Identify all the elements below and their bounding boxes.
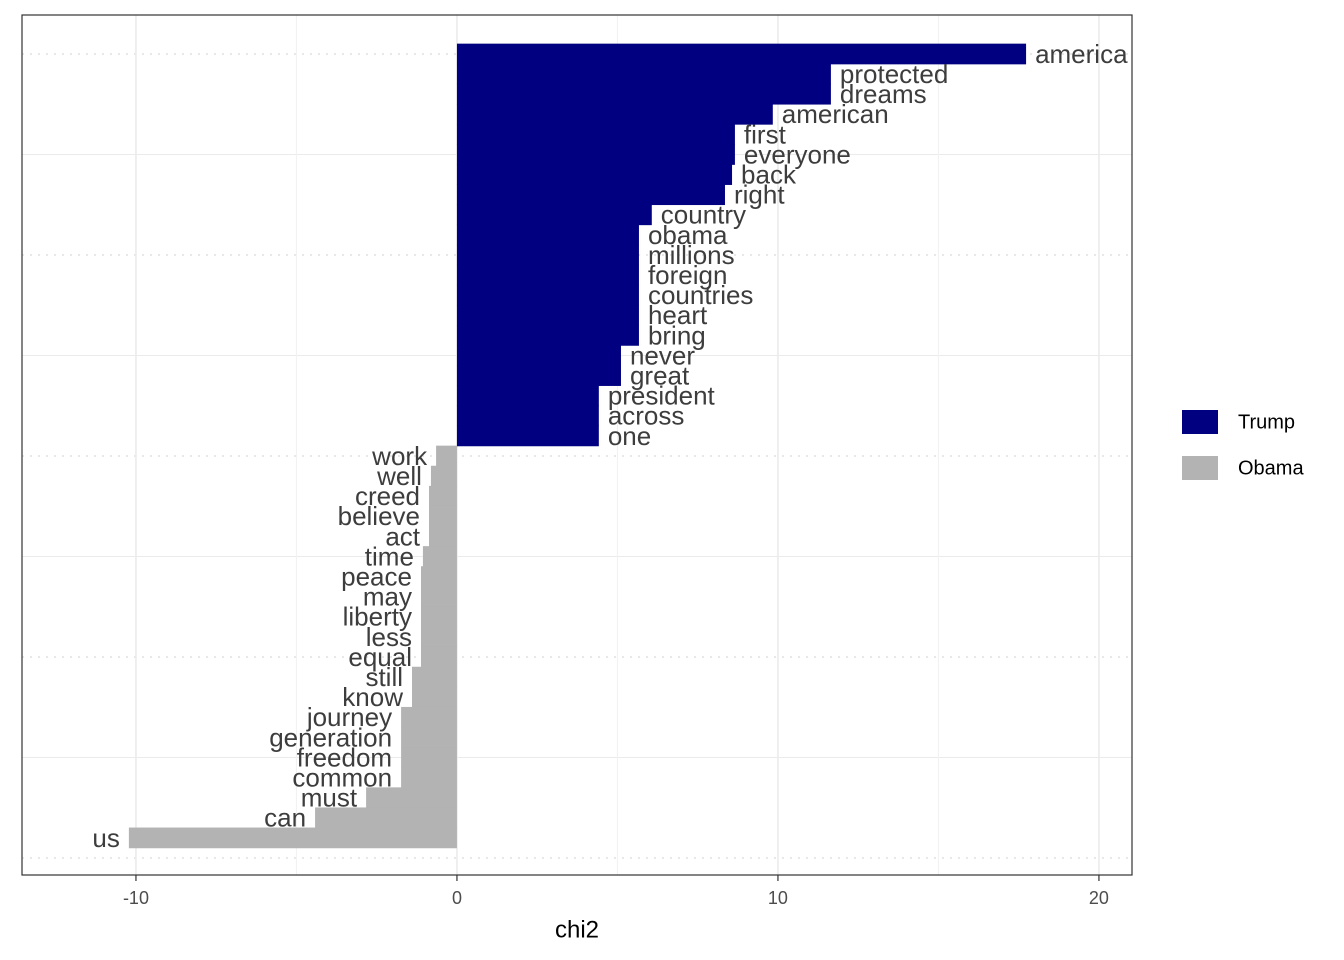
bar [401, 767, 457, 788]
word-label: bring [648, 320, 706, 350]
bar [430, 465, 457, 487]
bar [456, 224, 639, 246]
word-label: heart [648, 300, 708, 330]
x-tick-label: 20 [1089, 888, 1109, 908]
bar [315, 807, 457, 829]
bar [412, 666, 457, 688]
word-label: great [630, 360, 690, 390]
bar [456, 345, 621, 366]
plot-area: america protecteddreamsamericanfirstevery… [92, 39, 1128, 853]
legend-label: Obama [1238, 457, 1304, 479]
word-label: never [630, 340, 695, 370]
word-label: journey [306, 702, 392, 732]
bar [420, 606, 457, 628]
bar [412, 686, 457, 708]
word-label: dreams [840, 79, 927, 109]
word-label: across [608, 401, 685, 431]
word-label: creed [355, 481, 420, 511]
bar [429, 526, 457, 547]
bar [456, 385, 599, 407]
bar [436, 445, 457, 467]
bar [422, 546, 457, 567]
bar [456, 365, 621, 386]
word-label: know [342, 682, 403, 712]
legend-label: Trump [1238, 411, 1295, 433]
word-label: first [744, 119, 787, 149]
bar [456, 405, 599, 427]
bar [456, 63, 831, 85]
word-label: less [366, 622, 412, 652]
word-label: foreign [648, 260, 728, 290]
bar [456, 43, 1027, 65]
bar [456, 83, 831, 105]
bar [456, 144, 735, 165]
bar [420, 626, 457, 648]
bar [456, 164, 733, 185]
word-label: countries [648, 280, 754, 310]
bar [456, 244, 639, 266]
word-label: american [782, 99, 889, 129]
word-label: still [365, 662, 403, 692]
bar [401, 706, 457, 728]
word-label: protected [840, 59, 948, 89]
word-label: may [363, 582, 412, 612]
word-label: country [661, 200, 746, 230]
bar [401, 747, 457, 768]
bar [456, 103, 773, 125]
word-label: freedom [297, 742, 392, 772]
bar [456, 304, 639, 326]
word-label: well [376, 461, 422, 491]
word-label: obama [648, 220, 728, 250]
word-label: act [385, 521, 420, 551]
x-axis-title: chi2 [555, 916, 599, 943]
word-label: right [734, 180, 785, 210]
bar [456, 184, 725, 206]
word-label: liberty [343, 602, 412, 632]
bar [401, 727, 457, 748]
legend: Trump Obama [1182, 410, 1304, 480]
bar [429, 505, 457, 527]
word-label: common [292, 762, 392, 792]
bar [456, 264, 639, 286]
word-label: one [608, 421, 651, 451]
bar [420, 646, 457, 668]
word-label: time [365, 541, 414, 571]
bar [456, 325, 639, 346]
bar [456, 124, 735, 145]
word-label: back [741, 159, 797, 189]
word-label: millions [648, 240, 735, 270]
word-label: president [608, 381, 716, 411]
bar [420, 566, 457, 587]
word-label: us [92, 823, 119, 853]
legend-swatch [1182, 456, 1218, 480]
word-label: generation [269, 722, 392, 752]
word-label: everyone [744, 139, 851, 169]
x-tick-label: 0 [452, 888, 462, 908]
bar [456, 425, 599, 447]
word-label: can [264, 803, 306, 833]
panel-border [21, 14, 1133, 876]
word-label: peace [341, 561, 412, 591]
bar [366, 787, 457, 809]
word-label: america [1035, 39, 1128, 69]
x-tick-label: -10 [123, 888, 149, 908]
word-label: work [371, 441, 428, 471]
x-tick-label: 10 [768, 888, 788, 908]
bar [420, 586, 457, 608]
word-label: must [301, 783, 358, 813]
word-label: believe [338, 501, 420, 531]
bar [128, 827, 457, 849]
bar [429, 485, 457, 507]
legend-swatch [1182, 410, 1218, 434]
bar [456, 284, 639, 306]
bar [456, 204, 652, 226]
word-label: equal [348, 642, 412, 672]
